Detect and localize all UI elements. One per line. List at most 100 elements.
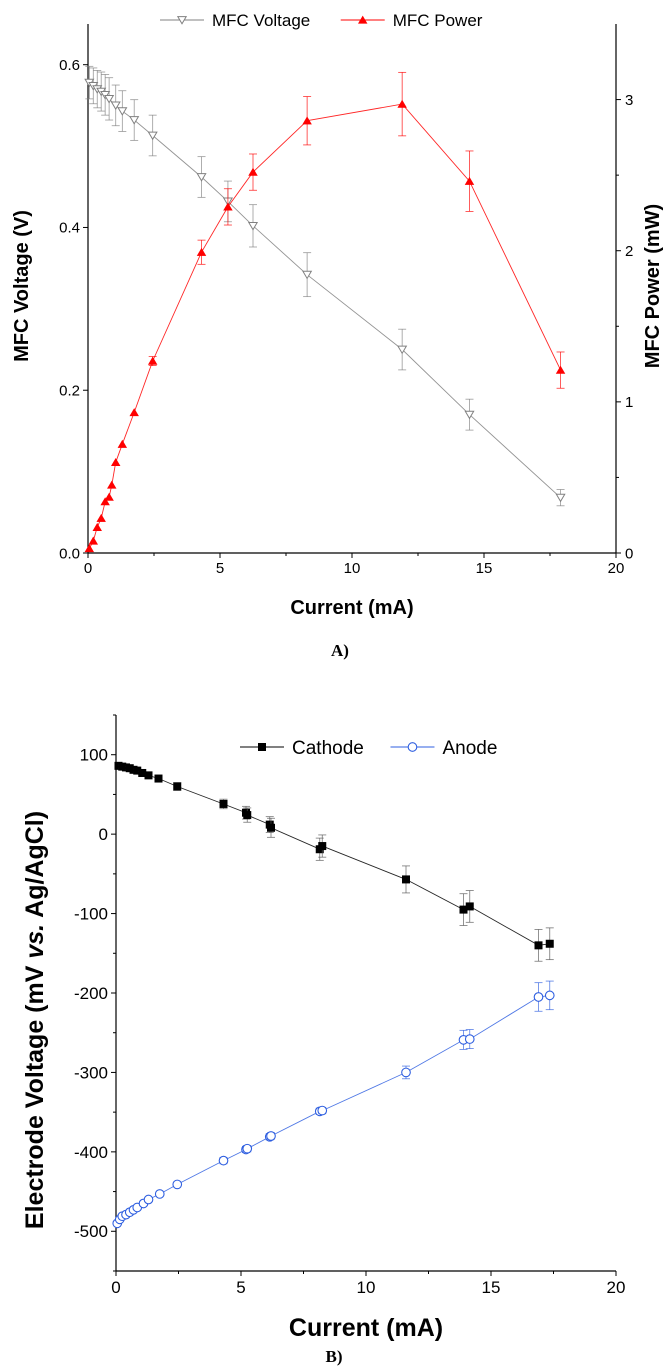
panel-a-y-tick-label: 0.0 [59,545,80,562]
panel-a-data-point [196,173,207,182]
panel-a-data-point [96,513,106,522]
panel-b-data-point [154,1189,165,1199]
panel-b-legend-swatch-marker [258,743,266,751]
panel-a-legend-label: MFC Power [393,11,483,30]
panel-b-data-point [138,768,147,777]
panel-b-data-point [459,905,468,914]
panel-b-y-tick-label: 100 [80,746,108,765]
panel-b-y-axis-title-italic: vs. [21,924,49,959]
panel-a-x-axis-title: Current (mA) [290,597,413,619]
panel-a-data-point [100,497,110,506]
panel-b-legend-swatch-marker [407,742,418,752]
panel-a-y-tick-label: 0.2 [59,382,80,399]
panel-a-data-point [248,167,258,176]
panel-a-y-tick-label: 0.6 [59,57,80,74]
panel-b-legend-label: Anode [442,738,497,759]
panel-a-data-point [555,493,566,503]
panel-a-data-point [223,202,233,211]
panel-b-data-point [243,811,252,820]
panel-a-data-point [464,410,475,420]
panel-b-data-point [266,1131,276,1141]
panel-b-x-tick-label: 0 [111,1278,120,1297]
panel-b-x-tick-label: 5 [236,1278,245,1297]
panel-a-data-point [397,99,407,108]
panel-a-y2-tick-label: 2 [625,243,633,260]
panel-b-y-tick-label: -500 [74,1222,108,1241]
panel-b-series-line-anode [116,994,550,1224]
panel-b-data-point [402,875,410,884]
panel-b-data-point [219,799,228,808]
panel-a-data-point [110,101,121,111]
panel-a-data-point [555,365,566,374]
panel-a-data-point [302,270,313,280]
panel-a-data-point [88,536,99,545]
panel-a-data-point [247,221,259,231]
panel-b-data-point [267,823,275,832]
panel-b-data-point [144,771,153,780]
panel-a-series-line-mfc-voltage [89,82,561,499]
panel-a-data-point [110,457,121,466]
panel-a-data-point [147,131,158,141]
panel-b-x-tick-label: 15 [482,1278,501,1297]
panel-a-label: A) [331,641,349,660]
panel-b-data-point [172,1179,183,1190]
panel-a-y2-tick-label: 1 [625,394,633,411]
panel-b-data-point [133,766,142,775]
panel-b-data-point [317,1105,328,1116]
panel-b-data-point [533,992,544,1002]
panel-a-legend-swatch-marker [357,15,368,24]
panel-a-data-point [147,356,158,365]
panel-a-data-point [129,408,139,417]
panel-a-x-tick-label: 0 [84,560,92,577]
panel-b-data-point [143,1194,154,1205]
panel-b-label: B) [326,1347,343,1366]
panel-a-y2-tick-label: 0 [625,545,633,562]
panel-a-x-tick-label: 20 [608,560,625,577]
panel-b-data-point [154,774,163,783]
panel-b-data-point [545,939,554,948]
panel-b-data-point [465,902,474,911]
panel-a-data-point [117,439,128,448]
panel-a-legend-swatch-marker [176,16,188,25]
panel-b-data-point [534,941,543,950]
panel-a-y-tick-label: 0.4 [59,220,80,237]
panel-b-data-point [173,782,182,791]
panel-a-data-point [104,492,114,501]
panel-a-data-point [129,116,140,125]
panel-a-data-point [84,544,95,553]
panel-b-x-tick-label: 20 [607,1278,626,1297]
panel-b-y-tick-label: -400 [74,1143,108,1162]
panel-b-data-point [401,1067,411,1078]
panel-a-data-point [117,107,128,116]
panel-b-y-tick-label: -100 [74,905,108,924]
panel-b-data-point [464,1034,475,1044]
panel-a-y2-axis-title: MFC Power (mW) [642,204,664,368]
panel-b-x-axis-title: Current (mA) [289,1314,443,1342]
panel-b-data-point [544,990,555,1001]
panel-b-data-point [242,1143,253,1154]
panel-a-data-point [196,247,207,256]
panel-b-y-tick-label: -200 [74,984,108,1003]
panel-b-legend-label: Cathode [292,738,364,759]
panel-b-y-axis-title: Electrode Voltage (mV vs. Ag/AgCl) [21,811,49,1229]
panel-b-y-axis-title-suffix: Ag/AgCl) [21,811,49,924]
panel-a-legend-label: MFC Voltage [212,11,310,30]
panel-b-y-tick-label: 0 [99,825,108,844]
panel-a-x-tick-label: 5 [216,560,224,577]
panel-a-x-tick-label: 10 [344,560,361,577]
panel-a-data-point [104,95,115,104]
panel-b-series-line-cathode [118,765,550,946]
panel-a-data-point [464,176,475,185]
panel-b-y-tick-label: -300 [74,1063,108,1082]
panel-a-data-point [107,480,117,489]
panel-b-data-point [318,842,327,851]
panel-a-data-point [302,116,312,125]
plot-layer: 0 5 10 15 20 0.0 0.2 0.4 0.6 0 1 2 3 MFC Voltage MFC P… [59,11,633,1297]
panel-b-y-axis-title-prefix: Electrode Voltage (mV [21,959,49,1229]
panel-b-data-point [218,1155,229,1166]
panel-a-data-point [92,522,102,531]
panel-a-y2-tick-label: 3 [625,92,633,109]
panel-b-x-tick-label: 10 [357,1278,376,1297]
